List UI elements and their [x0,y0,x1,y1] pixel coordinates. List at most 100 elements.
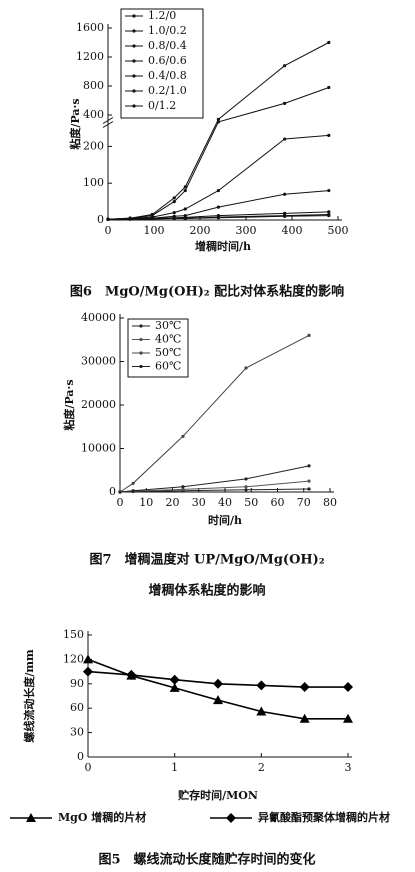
marker [139,351,143,355]
caption: 图6 MgO/Mg(OH)₂ 配比对体系粘度的影响 [70,284,344,300]
marker [139,324,143,328]
legend-label: MgO 增稠的片材 [58,810,146,824]
marker [299,713,310,723]
y-axis-label: 粘度/Pa·s [62,379,76,430]
marker [183,216,187,221]
marker [256,706,267,716]
series-line [87,658,348,720]
marker [83,666,93,677]
x-tick-label: 3 [345,761,352,774]
marker [244,485,248,489]
marker [327,85,331,90]
marker [327,210,331,214]
marker [132,14,136,18]
marker [128,217,132,221]
marker [283,137,287,141]
x-tick-label: 400 [282,224,303,237]
marker [283,211,287,215]
marker [283,192,287,196]
caption: 增稠体系粘度的影响 [148,583,265,599]
legend-box [127,318,189,378]
y-tick-label: 0 [109,485,116,498]
caption: 图7 增稠温度对 UP/MgO/Mg(OH)₂ [89,552,324,568]
marker [183,207,187,211]
marker [139,364,143,369]
x-axis-label: 贮存时间/MON [177,788,258,802]
marker [183,185,187,189]
x-tick-label: 50 [244,496,258,509]
x-tick-label: 300 [236,224,257,237]
marker [327,188,331,193]
marker [181,485,185,489]
marker [216,205,220,209]
y-tick-label: 0 [97,213,104,226]
y-tick-label: 90 [70,677,84,690]
marker [283,64,287,68]
legend-label: 0.6/0.6 [148,54,187,67]
y-tick-label: 30 [70,726,84,739]
marker [150,217,154,221]
marker [244,488,248,492]
x-tick-label: 200 [190,224,211,237]
y-tick-label: 0 [77,750,84,763]
marker [307,333,311,337]
x-tick-label: 80 [323,496,337,509]
legend-box [120,8,204,119]
x-tick-label: 0 [117,496,124,509]
x-tick-label: 0 [105,224,112,237]
x-axis-label: 增稠时间/h [195,239,251,253]
y-tick-label: 800 [83,79,104,92]
marker [327,213,331,218]
y-axis-label: 螺线流动长度/mm [22,649,36,743]
x-tick-label: 2 [258,761,265,774]
marker [283,101,287,105]
legend-label: 1.0/0.2 [148,24,187,37]
axis-break [102,117,114,124]
y-tick-label: 400 [83,108,104,121]
y-tick-label: 20000 [81,398,116,411]
x-tick-label: 0 [85,761,92,774]
legend-label: 0/1.2 [148,99,176,112]
x-tick-label: 10 [139,496,153,509]
marker [132,29,136,33]
y-tick-label: 40000 [81,311,116,324]
marker [216,120,220,124]
marker [131,481,135,485]
marker [244,477,248,481]
marker [307,479,311,483]
series-line [108,215,329,220]
marker [256,680,267,691]
marker [183,188,187,193]
marker [169,674,180,685]
marker [299,682,310,693]
legend-label: 60℃ [155,360,181,373]
y-tick-label: 150 [63,628,84,641]
caption: 图5 螺线流动长度随贮存时间的变化 [98,852,315,868]
marker [83,654,93,664]
legend-label: 异氰酸酯预聚体增稠的片材 [258,810,390,824]
marker [169,682,180,692]
legend-label: 0.2/1.0 [148,84,187,97]
marker [106,217,110,221]
series-line [107,134,329,220]
y-tick-label: 1200 [76,50,104,63]
y-tick-label: 10000 [81,442,116,455]
marker [132,44,136,48]
marker [216,216,220,220]
marker [244,366,248,370]
y-tick-label: 120 [63,652,84,665]
marker [132,104,136,108]
legend-label: 40℃ [155,333,181,346]
marker [131,489,135,493]
marker [181,487,185,491]
x-tick-label: 20 [166,496,180,509]
y-tick-label: 1600 [76,21,104,34]
marker [126,669,137,680]
marker [132,59,136,63]
marker [132,89,136,93]
marker [216,117,220,121]
marker [172,216,176,221]
x-tick-label: 100 [144,224,165,237]
legend-label: 30℃ [155,319,181,332]
